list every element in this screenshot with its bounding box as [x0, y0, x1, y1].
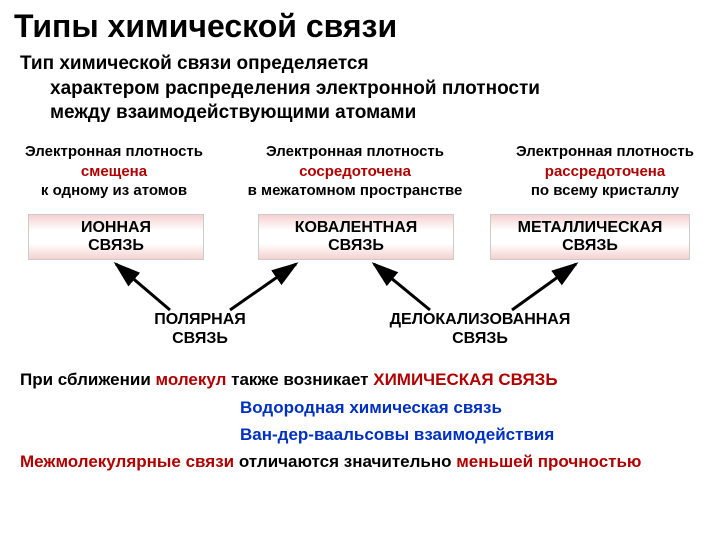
bond1-line2: СВЯЗЬ: [88, 237, 144, 255]
footer-line4: Межмолекулярные связи отличаются значите…: [20, 452, 700, 472]
footer-line1: При сближении молекул также возникает ХИ…: [20, 370, 700, 390]
col1-line3: к одному из атомов: [14, 181, 214, 201]
subtitle-block: Тип химической связи определяется характ…: [20, 52, 540, 126]
bond2-line1: КОВАЛЕНТНАЯ: [295, 219, 418, 237]
sub-bond-delocalized: ДЕЛОКАЛИЗОВАННАЯ СВЯЗЬ: [350, 310, 610, 348]
sub-bond-polar: ПОЛЯРНАЯ СВЯЗЬ: [130, 310, 270, 348]
col3-line3: по всему кристаллу: [500, 181, 710, 201]
subtitle-line1: Тип химической связи определяется: [20, 53, 369, 74]
bond3-line1: МЕТАЛЛИЧЕСКАЯ: [518, 219, 663, 237]
bond3-line2: СВЯЗЬ: [562, 237, 618, 255]
col3-highlight: рассредоточена: [500, 162, 710, 182]
subtitle-line3: между взаимодействующими атомами: [50, 101, 540, 126]
f1-c: также возникает: [226, 370, 373, 389]
f1-a: При сближении: [20, 370, 156, 389]
bond-box-covalent: КОВАЛЕНТНАЯ СВЯЗЬ: [258, 214, 454, 260]
col3-line1: Электронная плотность: [500, 142, 710, 162]
bond1-line1: ИОННАЯ: [81, 219, 151, 237]
bond-box-metallic: МЕТАЛЛИЧЕСКАЯ СВЯЗЬ: [490, 214, 690, 260]
f4-c: меньшей прочностью: [456, 452, 641, 471]
f1-d: ХИМИЧЕСКАЯ СВЯЗЬ: [373, 370, 557, 389]
col2-line1: Электронная плотность: [225, 142, 485, 162]
column-desc-ionic: Электронная плотность смещена к одному и…: [14, 142, 214, 201]
bond2-line2: СВЯЗЬ: [328, 237, 384, 255]
f4-a: Межмолекулярные связи: [20, 452, 239, 471]
sb1-line1: ПОЛЯРНАЯ: [130, 310, 270, 329]
page-title: Типы химической связи: [14, 8, 397, 45]
sb2-line2: СВЯЗЬ: [350, 329, 610, 348]
column-desc-covalent: Электронная плотность сосредоточена в ме…: [225, 142, 485, 201]
col2-highlight: сосредоточена: [225, 162, 485, 182]
subtitle-line2: характером распределения электронной пло…: [50, 77, 540, 102]
f1-b: молекул: [156, 370, 227, 389]
col1-line1: Электронная плотность: [14, 142, 214, 162]
f4-b: отличаются значительно: [239, 452, 456, 471]
bond-box-ionic: ИОННАЯ СВЯЗЬ: [28, 214, 204, 260]
footer-line3: Ван-дер-ваальсовы взаимодействия: [240, 425, 700, 445]
sb2-line1: ДЕЛОКАЛИЗОВАННАЯ: [350, 310, 610, 329]
column-desc-metallic: Электронная плотность рассредоточена по …: [500, 142, 710, 201]
col1-highlight: смещена: [14, 162, 214, 182]
sb1-line2: СВЯЗЬ: [130, 329, 270, 348]
col2-line3: в межатомном пространстве: [225, 181, 485, 201]
footer-line2: Водородная химическая связь: [240, 398, 700, 418]
